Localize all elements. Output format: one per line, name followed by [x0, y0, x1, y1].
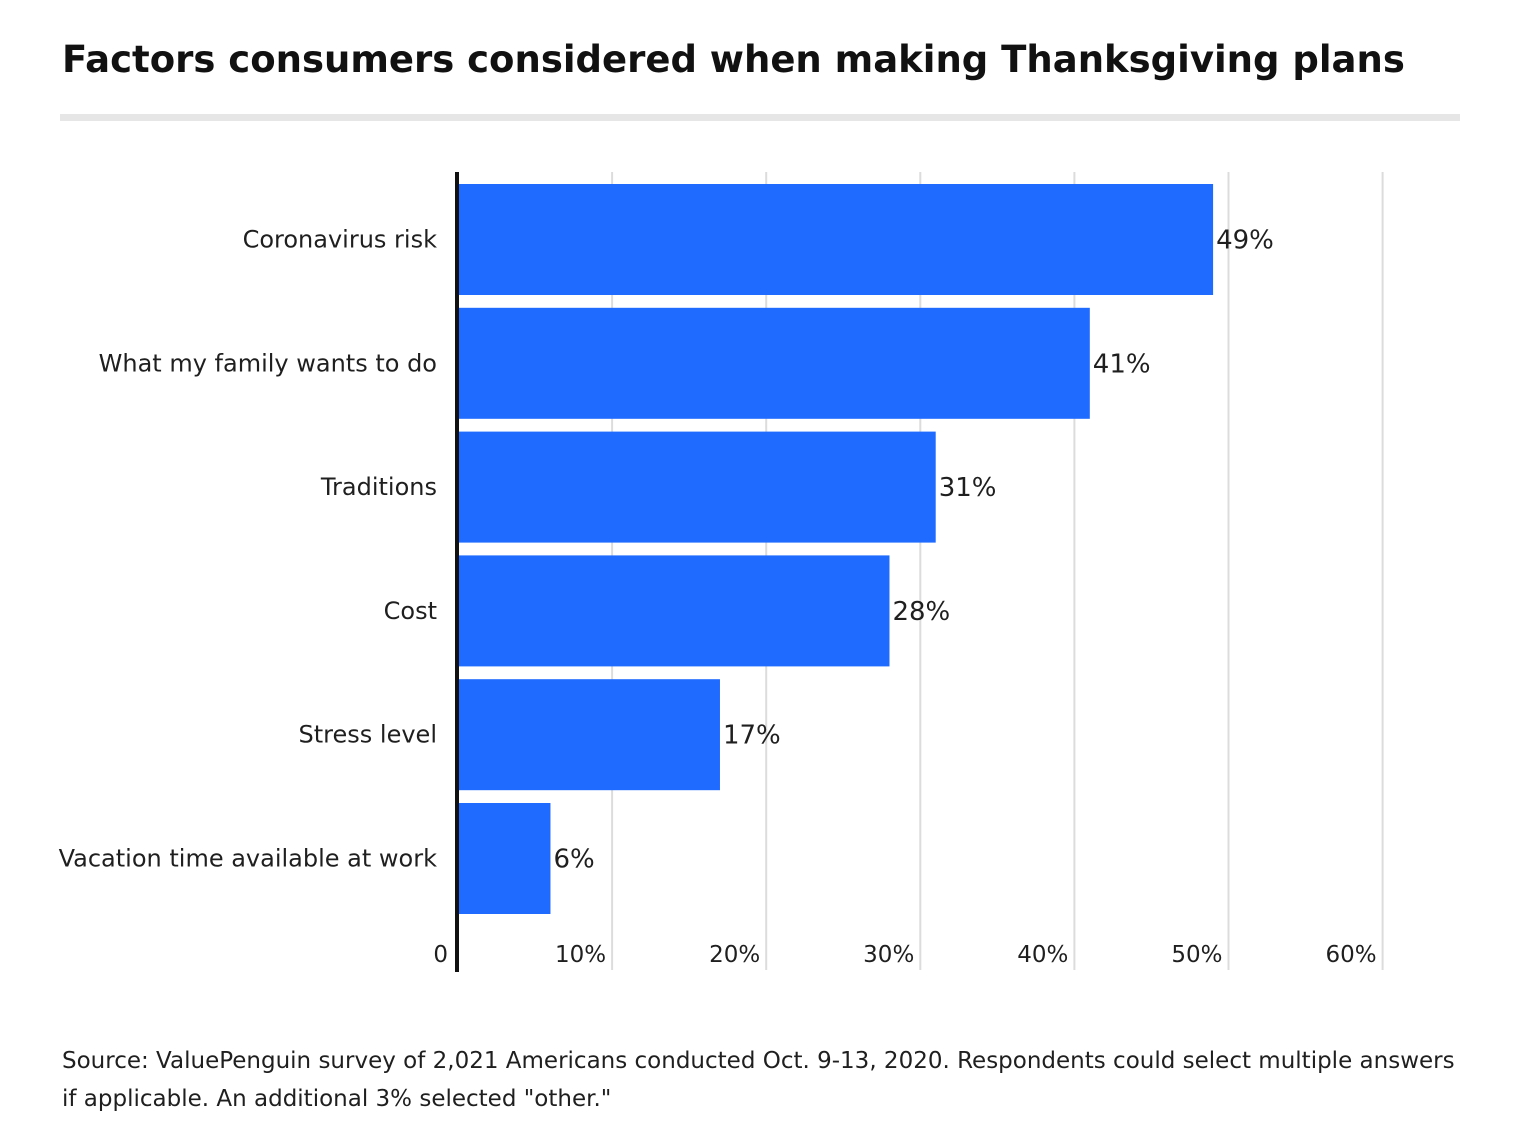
data-label: 6%	[553, 845, 594, 875]
bar	[458, 803, 551, 914]
x-tick-label: 60%	[1325, 942, 1376, 968]
category-label: Stress level	[299, 721, 437, 749]
category-label: Cost	[384, 597, 437, 625]
x-tick-label: 40%	[1017, 942, 1068, 968]
x-tick-label: 30%	[863, 942, 914, 968]
x-tick-label: 10%	[555, 942, 606, 968]
title-divider	[60, 114, 1460, 121]
x-tick-label: 50%	[1171, 942, 1222, 968]
bar	[458, 184, 1214, 295]
bar	[458, 555, 890, 667]
category-label: What my family wants to do	[99, 349, 437, 377]
category-label: Traditions	[320, 473, 437, 501]
source-note: Source: ValuePenguin survey of 2,021 Ame…	[62, 1048, 1455, 1112]
x-tick-label: 0	[433, 942, 448, 968]
data-label: 31%	[939, 473, 997, 503]
chart-title: Factors consumers considered when making…	[62, 38, 1405, 81]
category-label: Vacation time available at work	[59, 845, 438, 873]
data-label: 41%	[1093, 349, 1151, 379]
value-labels: 49% 41% 31% 28% 17% 6%	[553, 226, 1273, 875]
data-label: 17%	[723, 721, 781, 751]
bar	[458, 431, 936, 543]
category-label: Coronavirus risk	[243, 226, 438, 254]
data-label: 49%	[1216, 226, 1274, 256]
category-labels: Coronavirus risk What my family wants to …	[59, 226, 438, 873]
bar	[458, 679, 720, 791]
x-tick-label: 20%	[709, 942, 760, 968]
bars	[458, 184, 1214, 914]
data-label: 28%	[892, 597, 950, 627]
bar	[458, 307, 1090, 419]
x-axis-ticks: 0 10% 20% 30% 40% 50% 60%	[433, 942, 1376, 968]
